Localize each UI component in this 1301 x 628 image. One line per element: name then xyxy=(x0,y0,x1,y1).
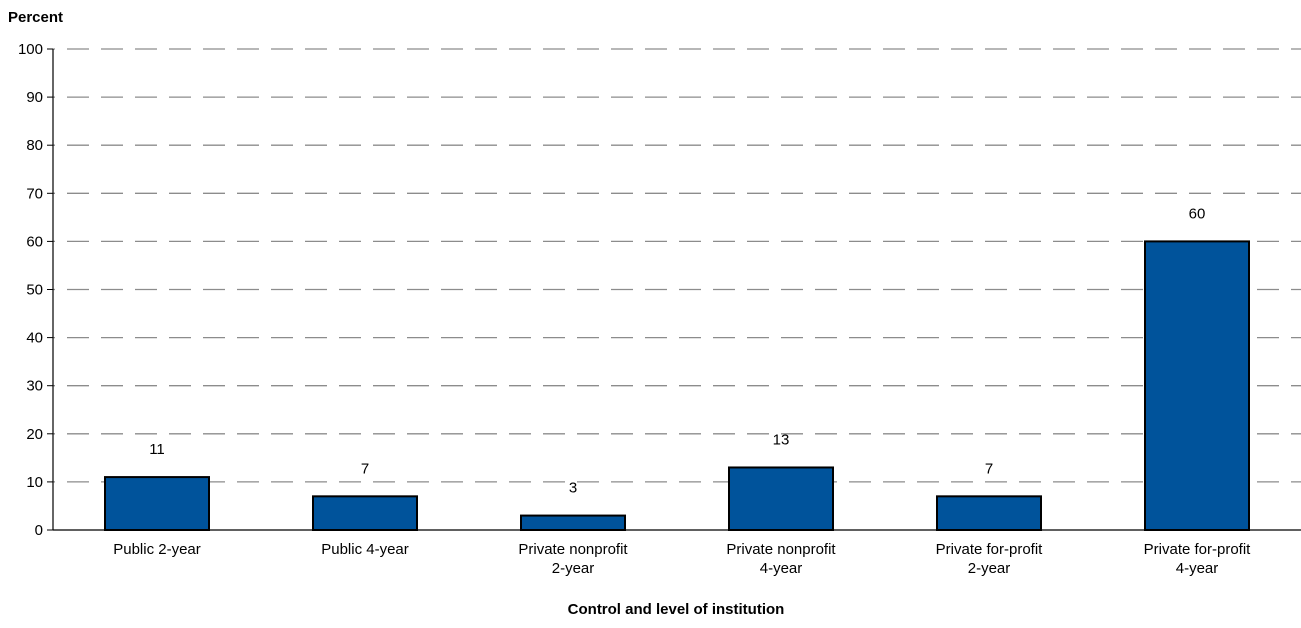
bar xyxy=(312,495,418,531)
data-label: 7 xyxy=(361,460,369,477)
x-tick-label: Public 4-year xyxy=(321,541,409,558)
x-tick-label: 4-year xyxy=(1176,560,1219,577)
y-tick-label: 80 xyxy=(26,137,43,154)
x-tick-label: 2-year xyxy=(968,560,1011,577)
y-tick-label: 100 xyxy=(18,41,43,58)
x-tick-label: Private nonprofit xyxy=(518,541,628,558)
labels: 0 10 20 30 40 50 60 70 80 90 100 11 Public 2-year 7 Pu… xyxy=(18,41,1251,577)
y-tick-label: 60 xyxy=(26,233,43,250)
y-axis-title: Percent xyxy=(8,9,63,26)
y-tick-label: 0 xyxy=(35,522,43,539)
y-tick-label: 40 xyxy=(26,330,43,347)
x-tick-label: Public 2-year xyxy=(113,541,201,558)
bar xyxy=(104,476,210,531)
y-tick-label: 30 xyxy=(26,378,43,395)
data-label: 13 xyxy=(773,431,790,448)
y-tick-label: 50 xyxy=(26,282,43,299)
axes xyxy=(47,48,1301,531)
y-tick-label: 20 xyxy=(26,426,43,443)
x-tick-label: Private nonprofit xyxy=(726,541,836,558)
x-tick-label: Private for-profit xyxy=(936,541,1044,558)
bar xyxy=(520,514,626,532)
y-tick-label: 10 xyxy=(26,474,43,491)
x-tick-label: Private for-profit xyxy=(1144,541,1252,558)
x-tick-label: 4-year xyxy=(760,560,803,577)
data-label: 3 xyxy=(569,480,577,497)
x-tick-label: 2-year xyxy=(552,560,595,577)
y-tick-label: 70 xyxy=(26,185,43,202)
data-label: 60 xyxy=(1189,205,1206,222)
y-tick-label: 90 xyxy=(26,89,43,106)
bar xyxy=(936,495,1042,531)
bar xyxy=(1144,240,1250,531)
data-label: 11 xyxy=(149,441,165,458)
data-label: 7 xyxy=(985,460,993,477)
bars xyxy=(104,240,1250,532)
bar xyxy=(728,466,834,531)
x-axis-title: Control and level of institution xyxy=(568,601,785,618)
gridlines xyxy=(53,48,1301,483)
